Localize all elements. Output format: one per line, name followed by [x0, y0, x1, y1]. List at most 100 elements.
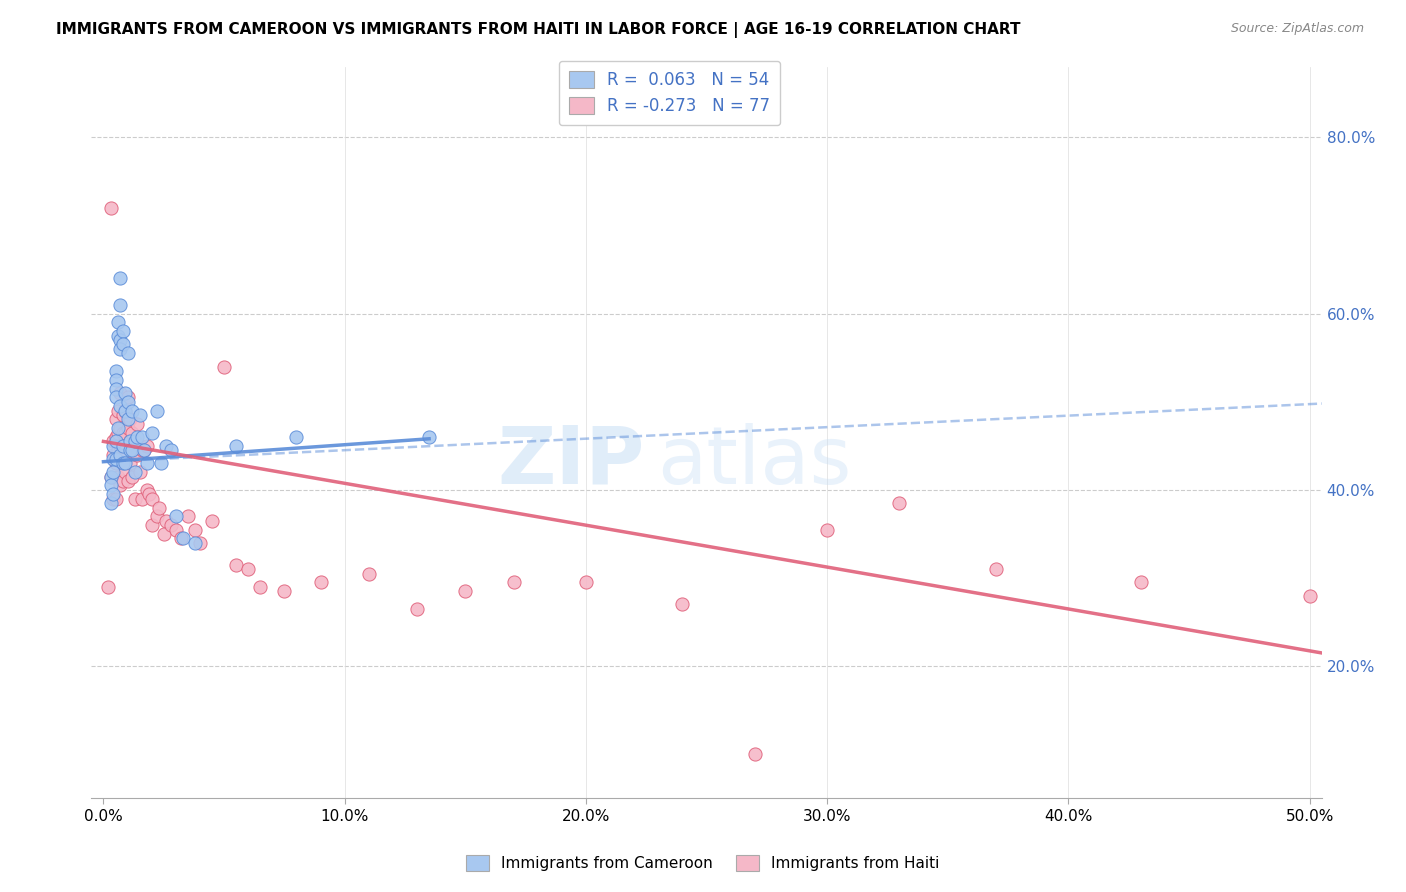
Point: [100, 469, 122, 483]
Point: [575, 575, 598, 590]
Point: [107, 443, 129, 458]
Point: [128, 465, 150, 479]
Point: [1129, 575, 1152, 590]
Point: [177, 509, 200, 524]
Point: [101, 439, 124, 453]
Point: [145, 509, 167, 524]
Point: [114, 403, 136, 417]
Point: [141, 518, 163, 533]
Point: [134, 443, 156, 458]
Point: [744, 747, 766, 762]
Point: [131, 443, 153, 458]
Point: [309, 575, 332, 590]
Point: [121, 425, 143, 440]
Point: [128, 408, 150, 422]
Text: Source: ZipAtlas.com: Source: ZipAtlas.com: [1230, 22, 1364, 36]
Point: [121, 403, 143, 417]
Point: [165, 509, 187, 524]
Point: [114, 465, 136, 479]
Point: [201, 514, 224, 528]
Point: [101, 434, 124, 449]
Point: [117, 412, 139, 426]
Point: [502, 575, 524, 590]
Point: [104, 457, 127, 471]
Point: [100, 469, 122, 483]
Point: [135, 457, 157, 471]
Point: [118, 457, 141, 471]
Point: [104, 430, 127, 444]
Point: [101, 491, 124, 506]
Point: [671, 598, 693, 612]
Point: [117, 390, 139, 404]
Point: [111, 439, 134, 453]
Point: [138, 487, 160, 501]
Point: [114, 403, 136, 417]
Point: [110, 271, 132, 285]
Point: [110, 386, 132, 401]
Point: [121, 443, 143, 458]
Point: [111, 408, 134, 422]
Point: [110, 399, 132, 413]
Point: [131, 491, 153, 506]
Point: [104, 382, 127, 396]
Point: [107, 316, 129, 330]
Point: [100, 496, 122, 510]
Point: [155, 514, 177, 528]
Point: [225, 558, 247, 572]
Point: [121, 443, 143, 458]
Point: [104, 412, 127, 426]
Point: [117, 421, 139, 435]
Point: [110, 333, 132, 347]
Point: [152, 527, 174, 541]
Point: [155, 439, 177, 453]
Point: [135, 483, 157, 497]
Point: [1298, 589, 1320, 603]
Point: [100, 201, 122, 215]
Point: [273, 584, 295, 599]
Point: [141, 425, 163, 440]
Point: [127, 430, 149, 444]
Point: [184, 535, 207, 549]
Point: [160, 443, 183, 458]
Point: [110, 478, 132, 492]
Point: [134, 443, 156, 458]
Legend: R =  0.063   N = 54, R = -0.273   N = 77: R = 0.063 N = 54, R = -0.273 N = 77: [560, 61, 780, 125]
Point: [124, 439, 146, 453]
Point: [127, 417, 149, 431]
Point: [124, 434, 146, 449]
Point: [104, 364, 127, 378]
Point: [114, 386, 136, 401]
Point: [107, 469, 129, 483]
Point: [124, 465, 146, 479]
Point: [110, 439, 132, 453]
Text: ZIP: ZIP: [498, 423, 645, 501]
Point: [118, 443, 141, 458]
Point: [111, 324, 134, 338]
Point: [104, 491, 127, 506]
Point: [110, 421, 132, 435]
Point: [141, 491, 163, 506]
Point: [150, 457, 173, 471]
Point: [104, 452, 127, 467]
Point: [172, 532, 194, 546]
Point: [285, 430, 308, 444]
Point: [418, 430, 440, 444]
Point: [117, 394, 139, 409]
Point: [107, 425, 129, 440]
Point: [111, 425, 134, 440]
Point: [145, 403, 167, 417]
Point: [107, 328, 129, 343]
Point: [238, 562, 260, 576]
Point: [454, 584, 477, 599]
Point: [104, 434, 127, 449]
Point: [118, 434, 141, 449]
Point: [124, 491, 146, 506]
Point: [110, 298, 132, 312]
Point: [110, 448, 132, 462]
Point: [97, 580, 120, 594]
Point: [135, 439, 157, 453]
Point: [118, 412, 141, 426]
Point: [104, 390, 127, 404]
Text: IMMIGRANTS FROM CAMEROON VS IMMIGRANTS FROM HAITI IN LABOR FORCE | AGE 16-19 COR: IMMIGRANTS FROM CAMEROON VS IMMIGRANTS F…: [56, 22, 1021, 38]
Point: [111, 452, 134, 467]
